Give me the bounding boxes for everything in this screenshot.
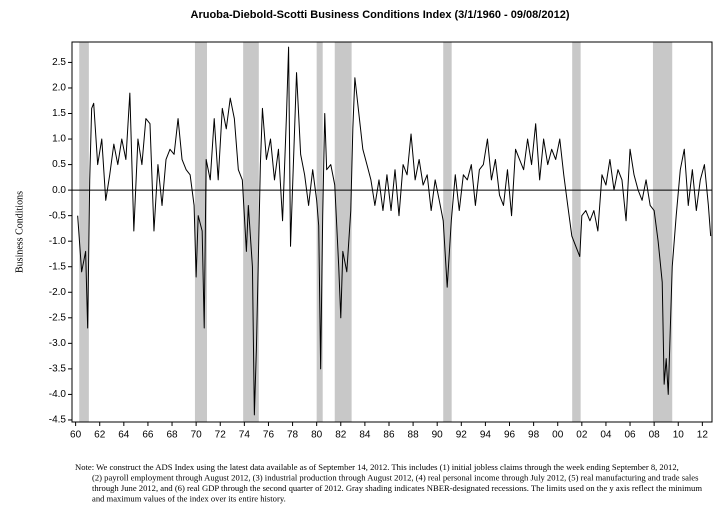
- y-tick-label: -3.0: [49, 338, 67, 349]
- x-tick-label: 98: [528, 430, 540, 441]
- x-tick-label: 90: [432, 430, 444, 441]
- x-tick-label: 70: [191, 430, 203, 441]
- x-tick-label: 78: [287, 430, 299, 441]
- x-tick-label: 64: [118, 430, 130, 441]
- x-tick-label: 02: [576, 430, 588, 441]
- x-tick-label: 82: [335, 430, 347, 441]
- y-tick-label: 1.5: [52, 108, 66, 119]
- x-tick-label: 00: [552, 430, 564, 441]
- x-tick-label: 04: [600, 430, 612, 441]
- x-tick-label: 96: [504, 430, 516, 441]
- recession-shade: [334, 42, 352, 422]
- recession-shade: [243, 42, 259, 422]
- y-tick-label: -3.5: [49, 364, 67, 375]
- x-tick-label: 88: [408, 430, 420, 441]
- y-tick-label: -2.5: [49, 312, 67, 323]
- x-tick-label: 94: [480, 430, 492, 441]
- x-tick-label: 06: [624, 430, 636, 441]
- x-tick-label: 76: [263, 430, 275, 441]
- x-tick-label: 72: [215, 430, 227, 441]
- y-tick-label: -1.0: [49, 236, 67, 247]
- note-line: (2) payroll employment through August 20…: [92, 472, 699, 482]
- x-tick-label: 60: [70, 430, 82, 441]
- note-line: through June 2012, and (6) real GDP thro…: [92, 483, 702, 493]
- x-tick-label: 10: [673, 430, 685, 441]
- y-tick-label: -4.0: [49, 389, 67, 400]
- y-tick-label: 0.5: [52, 159, 66, 170]
- x-tick-label: 66: [142, 430, 154, 441]
- recession-shade: [79, 42, 89, 422]
- chart-title: Aruoba-Diebold-Scotti Business Condition…: [191, 9, 570, 21]
- x-tick-label: 12: [697, 430, 709, 441]
- x-tick-label: 08: [649, 430, 661, 441]
- y-tick-label: -4.5: [49, 415, 67, 426]
- y-tick-label: -1.5: [49, 261, 67, 272]
- plot-frame: [71, 41, 713, 423]
- y-tick-label: -0.5: [49, 210, 67, 221]
- recession-shade: [443, 42, 452, 422]
- x-tick-label: 80: [311, 430, 323, 441]
- x-tick-label: 74: [239, 430, 251, 441]
- x-tick-label: 92: [456, 430, 468, 441]
- y-tick-label: 2.0: [52, 83, 66, 94]
- y-tick-label: 2.5: [52, 57, 66, 68]
- x-tick-label: 68: [166, 430, 178, 441]
- y-tick-label: 1.0: [52, 134, 66, 145]
- recession-shade: [652, 42, 673, 422]
- y-tick-label: -2.0: [49, 287, 67, 298]
- x-tick-label: 84: [359, 430, 371, 441]
- y-tick-label: 0.0: [52, 185, 66, 196]
- x-tick-label: 86: [383, 430, 395, 441]
- recession-shade: [316, 42, 323, 422]
- x-tick-label: 62: [94, 430, 106, 441]
- note-line: Note: We construct the ADS Index using t…: [75, 462, 679, 472]
- recession-shade: [572, 42, 581, 422]
- y-axis-label: Business Conditions: [14, 191, 25, 273]
- index-line: [77, 46, 712, 416]
- note-line: and maximum values of the index over its…: [92, 493, 286, 503]
